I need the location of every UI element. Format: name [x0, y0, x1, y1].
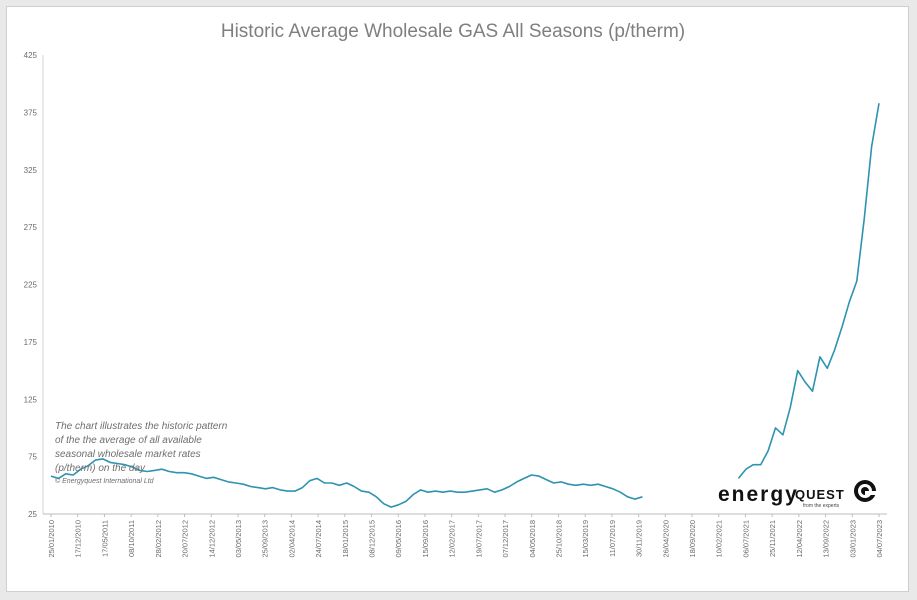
- y-axis: 25 75 125 175 225 275 325 375 425: [24, 51, 44, 519]
- chart-annotation: The chart illustrates the historic patte…: [55, 421, 228, 485]
- x-tick-label: 13/09/2022: [822, 520, 831, 558]
- x-tick-label: 12/02/2017: [448, 520, 457, 558]
- x-tick-label: 18/09/2020: [688, 520, 697, 558]
- x-tick-label: 20/07/2012: [181, 520, 190, 558]
- y-tick-label: 275: [24, 223, 38, 232]
- x-tick-label: 18/01/2015: [341, 520, 350, 558]
- x-tick-label: 17/05/2011: [100, 520, 109, 557]
- x-tick-label: 04/05/2018: [528, 520, 537, 558]
- x-axis: 25/01/2010 17/12/2010 17/05/2011 08/10/2011…: [43, 513, 887, 558]
- annotation-copyright: © Energyquest International Ltd: [55, 477, 155, 485]
- y-tick-label: 125: [24, 395, 38, 404]
- x-tick-label: 08/12/2015: [368, 520, 377, 558]
- x-tick-label: 07/12/2017: [501, 520, 510, 558]
- chart-title: Historic Average Wholesale GAS All Seaso…: [221, 21, 685, 42]
- x-tick-label: 26/04/2020: [661, 520, 670, 558]
- logo-text-quest: QUEST: [795, 487, 845, 502]
- x-tick-label: 10/02/2021: [715, 520, 724, 558]
- x-tick-label: 14/12/2012: [207, 520, 216, 558]
- x-tick-label: 30/11/2019: [635, 520, 644, 557]
- chart-panel: Historic Average Wholesale GAS All Seaso…: [6, 6, 909, 592]
- logo-swirl-icon: [854, 480, 877, 502]
- x-tick-label: 25/09/2013: [261, 520, 270, 558]
- x-tick-label: 03/05/2013: [234, 520, 243, 558]
- x-tick-label: 02/04/2014: [287, 520, 296, 558]
- x-tick-label: 25/11/2021: [768, 520, 777, 557]
- logo-tagline: from the experts: [803, 503, 840, 509]
- x-tick-label: 24/07/2014: [314, 520, 323, 558]
- y-tick-label: 75: [28, 453, 37, 462]
- x-tick-label: 12/04/2022: [795, 520, 804, 558]
- annotation-line-4: (p/therm) on the day: [55, 463, 146, 474]
- series-layer: [50, 103, 880, 508]
- x-tick-label: 08/10/2011: [127, 520, 136, 557]
- y-tick-label: 25: [28, 510, 37, 519]
- chart-svg: Historic Average Wholesale GAS All Seaso…: [24, 21, 887, 558]
- y-tick-label: 375: [24, 108, 38, 117]
- x-tick-label: 15/09/2016: [421, 520, 430, 558]
- x-tick-label: 19/07/2017: [474, 520, 483, 558]
- y-tick-label: 425: [24, 51, 38, 60]
- annotation-line-1: The chart illustrates the historic patte…: [55, 421, 228, 432]
- x-tick-label: 17/12/2010: [74, 520, 83, 558]
- y-tick-label: 325: [24, 166, 38, 175]
- logo-text-energy: energy: [718, 483, 799, 506]
- y-tick-label: 225: [24, 281, 38, 290]
- series-line-segment: [737, 103, 880, 479]
- x-tick-label: 03/01/2023: [848, 520, 857, 558]
- x-tick-label: 28/02/2012: [154, 520, 163, 558]
- y-tick-label: 175: [24, 338, 38, 347]
- annotation-line-3: seasonal wholesale market rates: [55, 449, 201, 460]
- x-tick-label: 09/05/2016: [394, 520, 403, 558]
- x-tick-label: 04/07/2023: [875, 520, 884, 558]
- x-tick-label: 15/03/2019: [581, 520, 590, 558]
- x-tick-label: 25/01/2010: [47, 520, 56, 558]
- x-tick-label: 06/07/2021: [741, 520, 750, 558]
- x-tick-label: 11/07/2019: [608, 520, 617, 557]
- series-line-segment: [50, 458, 643, 508]
- x-tick-label: 25/10/2018: [554, 520, 563, 558]
- annotation-line-2: of the the average of all available: [55, 435, 202, 446]
- energyquest-logo: energy QUEST from the experts: [718, 480, 877, 509]
